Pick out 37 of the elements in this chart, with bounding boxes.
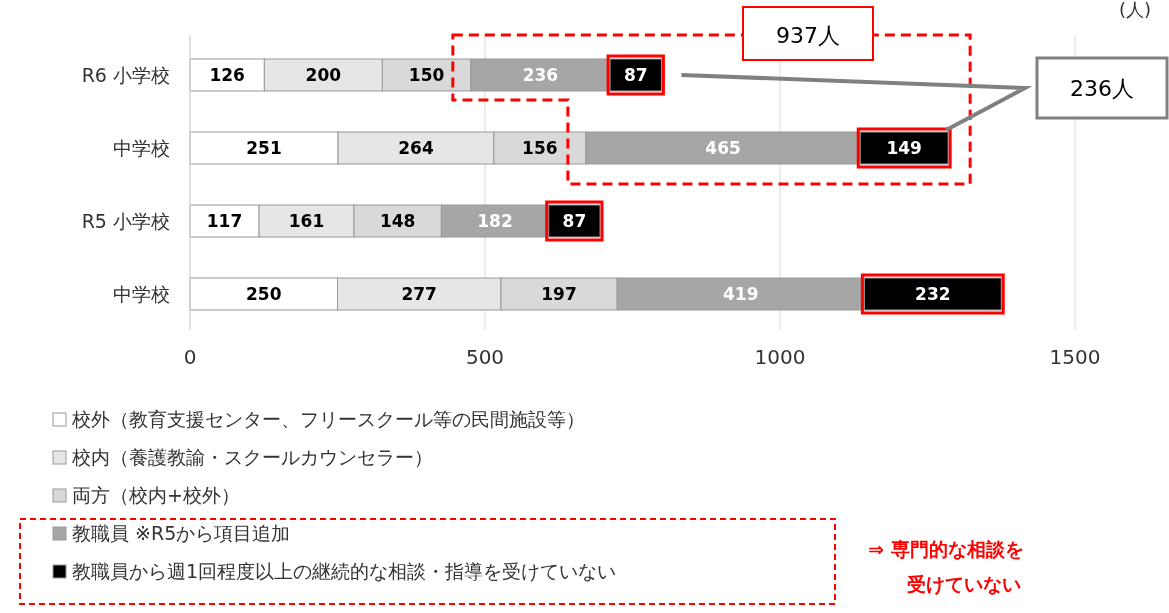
y-tick-label: R6 小学校 xyxy=(81,64,170,86)
legend-label: 校内（養護教諭・スクールカウンセラー） xyxy=(71,446,433,468)
y-tick-label: 中学校 xyxy=(113,283,170,305)
x-axis-title: (人) xyxy=(1118,0,1152,20)
data-label: 182 xyxy=(477,211,513,231)
text: ⇒ 専門的な相談を受けていない xyxy=(868,538,1024,595)
legend-label: 両方（校内+校外） xyxy=(72,484,240,506)
legend-label: 教職員 ※R5から項目追加 xyxy=(72,522,291,544)
data-label: 236 xyxy=(522,65,559,85)
data-label: 117 xyxy=(206,211,243,231)
y-tick-label: 中学校 xyxy=(113,137,170,159)
data-label: 161 xyxy=(288,211,325,231)
x-tick-label: 500 xyxy=(465,345,505,369)
y-tick-label: R5 小学校 xyxy=(81,210,170,232)
data-label: 148 xyxy=(379,211,416,231)
data-label: 197 xyxy=(541,284,577,304)
data-label: 149 xyxy=(886,138,922,158)
data-label: 150 xyxy=(408,65,445,85)
annotation: 236人 xyxy=(1070,76,1134,101)
x-tick-label: 1500 xyxy=(1049,345,1101,369)
legend-label: 校外（教育支援センター、フリースクール等の民間施設等） xyxy=(71,408,585,430)
data-label: 264 xyxy=(398,138,434,158)
annotation: 937人 xyxy=(776,23,840,48)
x-tick-label: 0 xyxy=(183,345,197,369)
data-label: 251 xyxy=(246,138,282,158)
legend-label: 教職員から週1回程度以上の継続的な相談・指導を受けていない xyxy=(72,560,617,582)
data-label: 465 xyxy=(705,138,741,158)
data-label: 419 xyxy=(723,284,759,304)
data-label: 232 xyxy=(915,284,951,304)
data-label: 277 xyxy=(401,284,437,304)
data-label: 156 xyxy=(522,138,558,158)
data-label: 250 xyxy=(246,284,282,304)
data-label: 200 xyxy=(305,65,342,85)
data-label: 87 xyxy=(562,211,587,231)
x-tick-label: 1000 xyxy=(754,345,806,369)
data-label: 87 xyxy=(623,65,648,85)
data-label: 126 xyxy=(209,65,245,85)
